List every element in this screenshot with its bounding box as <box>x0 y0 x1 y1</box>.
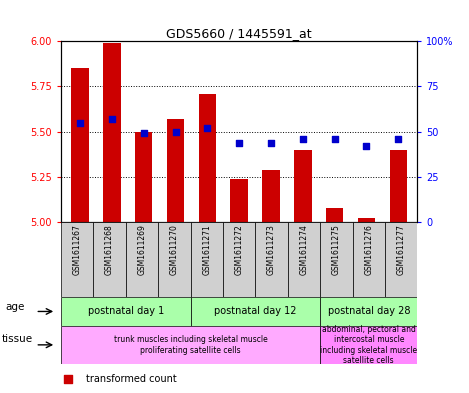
Bar <box>230 179 248 222</box>
Bar <box>190 297 320 326</box>
Bar <box>320 222 353 297</box>
Text: GSM1611273: GSM1611273 <box>267 224 276 275</box>
Bar <box>198 94 216 222</box>
Point <box>235 140 243 146</box>
Bar <box>353 222 385 297</box>
Bar <box>262 170 280 222</box>
Text: GSM1611269: GSM1611269 <box>137 224 146 275</box>
Title: GDS5660 / 1445591_at: GDS5660 / 1445591_at <box>166 27 312 40</box>
Bar <box>256 222 288 297</box>
Point <box>267 140 275 146</box>
Text: GSM1611272: GSM1611272 <box>234 224 244 275</box>
Point <box>363 143 370 149</box>
Point <box>172 129 179 135</box>
Bar <box>358 219 375 222</box>
Bar <box>320 297 417 326</box>
Text: age: age <box>5 302 24 312</box>
Text: postnatal day 28: postnatal day 28 <box>327 307 410 316</box>
Bar <box>320 326 417 364</box>
Bar <box>103 43 121 222</box>
Bar <box>158 222 190 297</box>
Point <box>108 116 116 122</box>
Text: GSM1611267: GSM1611267 <box>73 224 82 275</box>
Text: GSM1611274: GSM1611274 <box>300 224 309 275</box>
Text: GSM1611270: GSM1611270 <box>170 224 179 275</box>
Bar <box>71 68 89 222</box>
Bar <box>61 326 320 364</box>
Bar <box>61 222 93 297</box>
Point <box>204 125 211 131</box>
Bar <box>223 222 256 297</box>
Bar <box>385 222 417 297</box>
Text: GSM1611268: GSM1611268 <box>105 224 114 275</box>
Point <box>394 136 402 142</box>
Bar <box>390 150 407 222</box>
Bar <box>93 222 126 297</box>
Bar <box>190 222 223 297</box>
Text: GSM1611277: GSM1611277 <box>397 224 406 275</box>
Text: abdominal, pectoral and
intercostal muscle
including skeletal muscle
satellite c: abdominal, pectoral and intercostal musc… <box>320 325 417 365</box>
Bar <box>135 132 152 222</box>
Text: trunk muscles including skeletal muscle
proliferating satellite cells: trunk muscles including skeletal muscle … <box>113 335 267 354</box>
Point <box>331 136 339 142</box>
Point <box>76 119 84 126</box>
Text: postnatal day 1: postnatal day 1 <box>88 307 164 316</box>
Text: postnatal day 12: postnatal day 12 <box>214 307 296 316</box>
Bar <box>294 150 311 222</box>
Text: GSM1611276: GSM1611276 <box>364 224 373 275</box>
Bar <box>61 297 190 326</box>
Bar <box>126 222 158 297</box>
Point <box>64 376 72 382</box>
Text: GSM1611275: GSM1611275 <box>332 224 341 275</box>
Text: transformed count: transformed count <box>86 374 177 384</box>
Text: tissue: tissue <box>1 334 32 344</box>
Bar <box>288 222 320 297</box>
Text: GSM1611271: GSM1611271 <box>202 224 212 275</box>
Bar <box>326 208 343 222</box>
Bar <box>167 119 184 222</box>
Point <box>140 130 147 137</box>
Point <box>299 136 307 142</box>
